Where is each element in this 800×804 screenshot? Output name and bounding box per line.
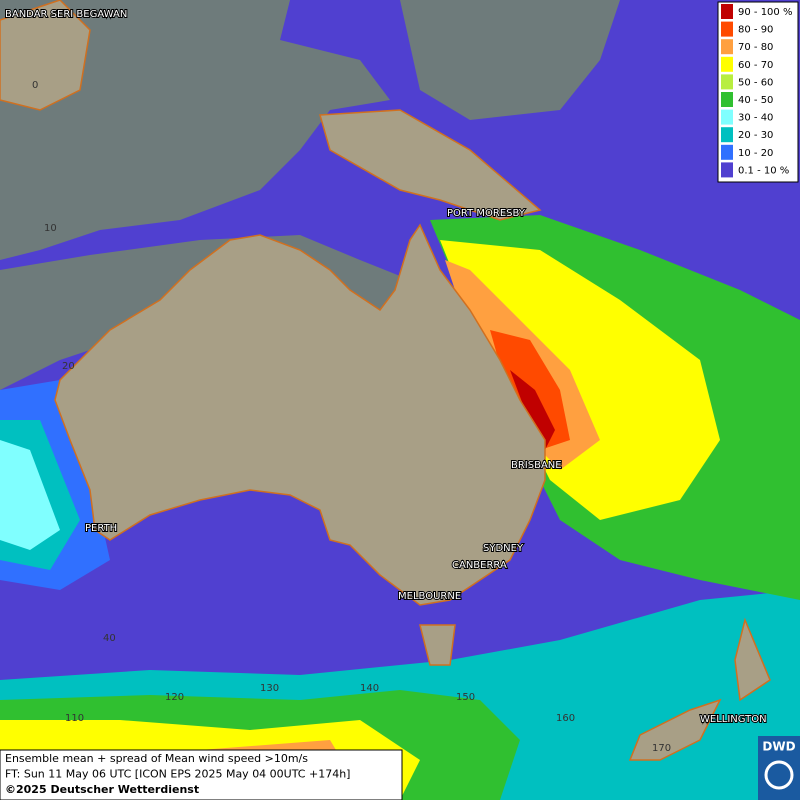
legend-label: 80 - 90 [738, 25, 773, 36]
lon-label: 140 [360, 683, 379, 694]
wind-zone [0, 440, 60, 550]
city-label: BANDAR SERI BEGAWAN [5, 9, 127, 20]
legend-label: 70 - 80 [738, 42, 773, 53]
legend-swatch [721, 109, 733, 125]
legend-swatch [721, 144, 733, 160]
legend-label: 60 - 70 [738, 60, 773, 71]
city-label: WELLINGTON [700, 714, 767, 725]
city-label: CANBERRA [452, 560, 507, 571]
footer-box [0, 749, 403, 801]
wind-zone [510, 370, 555, 450]
city-label: MELBOURNE [398, 591, 461, 602]
legend-label: 50 - 60 [738, 77, 773, 88]
lon-label: 120 [165, 692, 184, 703]
lat-label: 0 [32, 80, 38, 91]
legend-swatch [721, 4, 733, 19]
footer-line: ©2025 Deutscher Wetterdienst [5, 783, 199, 796]
city-label: PORT MORESBY [447, 208, 526, 219]
lat-label: 40 [103, 633, 116, 644]
calm-sea [0, 0, 390, 260]
legend-swatch [721, 74, 733, 90]
legend-swatch [721, 39, 733, 55]
lon-label: 110 [65, 713, 84, 724]
lon-label: 160 [556, 713, 575, 724]
legend-swatch [721, 127, 733, 143]
logo-swirl [764, 760, 794, 790]
lat-label: 10 [44, 223, 57, 234]
australia [54, 223, 546, 606]
footer-line: Ensemble mean + spread of Mean wind spee… [5, 752, 308, 765]
tasmania [419, 624, 456, 666]
lon-label: 130 [260, 683, 279, 694]
lon-label: 170 [652, 743, 671, 754]
legend-label: 30 - 40 [738, 113, 773, 124]
legend-label: 20 - 30 [738, 130, 773, 141]
lon-label: 150 [456, 692, 475, 703]
new-guinea [319, 109, 542, 221]
footer-line: FT: Sun 11 May 06 UTC [ICON EPS 2025 May… [5, 768, 350, 781]
legend-label: 40 - 50 [738, 95, 773, 106]
city-label: PERTH [85, 523, 117, 534]
legend-swatch [721, 92, 733, 107]
nz-south [628, 698, 722, 761]
nz-north [734, 617, 771, 702]
legend-swatch [721, 56, 733, 72]
lat-label: 20 [62, 361, 75, 372]
city-label: SYDNEY [483, 543, 524, 554]
legend-swatch [721, 21, 733, 37]
legend-label: 10 - 20 [738, 148, 773, 159]
borneo [0, 0, 91, 111]
city-label: BRISBANE [511, 460, 562, 471]
logo: DWD [762, 740, 795, 754]
legend-label: 90 - 100 % [738, 7, 792, 18]
calm-sea [400, 0, 620, 120]
legend-label: 0.1 - 10 % [738, 165, 789, 176]
legend-swatch [721, 162, 733, 178]
